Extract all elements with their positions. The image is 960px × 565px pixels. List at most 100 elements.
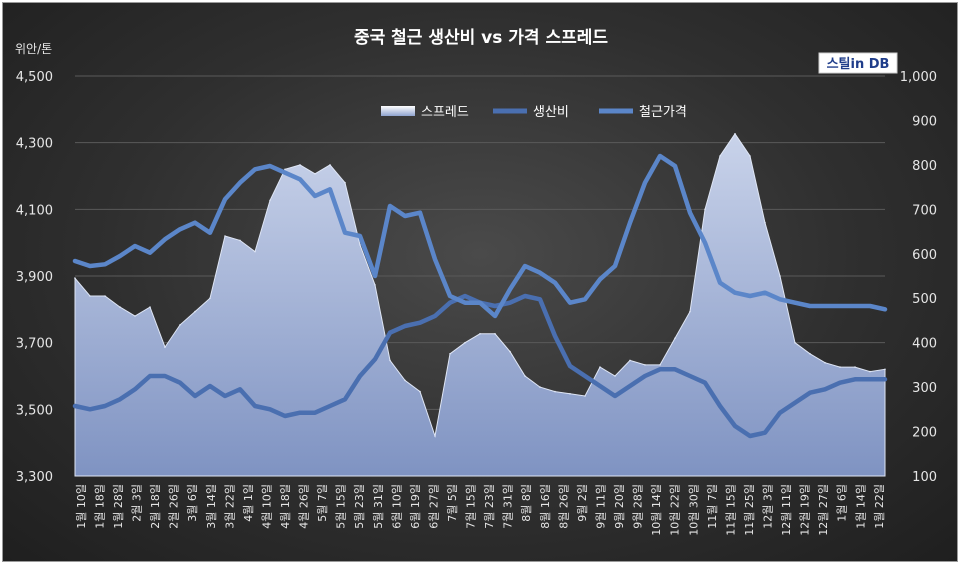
- right-tick-label: 100: [912, 470, 937, 485]
- point-price: [403, 214, 407, 218]
- point-spread: [869, 370, 871, 373]
- spread-area: [74, 132, 886, 477]
- point-spread: [149, 306, 151, 308]
- point-cost: [688, 374, 692, 378]
- x-tick-label: 11월 7일: [705, 484, 719, 529]
- x-tick-label: 7월 5일: [445, 484, 459, 522]
- point-spread: [134, 315, 136, 317]
- point-cost: [448, 301, 452, 304]
- point-spread: [434, 435, 436, 437]
- point-spread: [74, 277, 76, 280]
- left-axis-ticks: 3,300 3,500 3,700 3,900 4,100 4,300 4,500: [16, 70, 53, 485]
- point-price: [808, 304, 812, 308]
- point-price: [118, 254, 122, 258]
- point-price: [508, 288, 512, 291]
- point-cost: [853, 378, 857, 381]
- point-price: [538, 271, 542, 274]
- point-cost: [703, 381, 707, 384]
- left-tick-label: 3,900: [16, 270, 53, 285]
- point-price: [838, 304, 842, 308]
- x-tick-label: 6월 27일: [426, 484, 440, 529]
- x-tick-label: 8월 8일: [519, 484, 533, 522]
- legend-swatch-spread: [381, 106, 415, 116]
- point-cost: [133, 388, 137, 391]
- point-spread: [404, 379, 406, 382]
- right-tick-label: 200: [912, 426, 937, 441]
- right-tick-label: 800: [912, 159, 937, 174]
- point-cost: [778, 411, 782, 414]
- point-cost: [163, 374, 167, 378]
- point-price: [493, 314, 497, 318]
- point-cost: [868, 378, 872, 381]
- point-spread: [524, 375, 526, 377]
- point-price: [718, 281, 722, 284]
- legend-item-spread: 스프레드: [381, 105, 469, 120]
- x-tick-label: 4월 10일: [259, 484, 273, 529]
- point-price: [523, 264, 527, 268]
- point-cost: [208, 384, 212, 388]
- point-cost: [433, 314, 437, 318]
- spread-chart: 중국 철근 생산비 vs 가격 스프레드 위안/톤 스틸in DB 3,3003…: [15, 28, 937, 536]
- legend-item-price: 철근가격: [599, 105, 687, 120]
- point-cost: [538, 298, 542, 301]
- point-cost: [598, 384, 602, 388]
- right-tick-label: 500: [912, 292, 937, 307]
- point-cost: [223, 394, 227, 398]
- x-tick-label: 5월 23일: [352, 484, 366, 529]
- point-price: [433, 258, 437, 261]
- point-cost: [838, 381, 842, 384]
- point-price: [178, 228, 182, 231]
- point-cost: [313, 411, 317, 414]
- point-spread: [359, 244, 361, 246]
- x-tick-label: 8월 26일: [556, 484, 570, 529]
- point-price: [148, 251, 152, 254]
- point-price: [583, 298, 587, 301]
- point-cost: [883, 378, 887, 381]
- point-cost: [343, 398, 347, 401]
- x-tick-label: 4월 18일: [278, 484, 292, 529]
- point-price: [688, 211, 692, 214]
- point-price: [73, 259, 77, 263]
- left-tick-label: 3,300: [16, 470, 53, 485]
- left-tick-label: 3,500: [16, 403, 53, 418]
- point-cost: [628, 384, 632, 388]
- point-cost: [763, 431, 767, 434]
- point-cost: [88, 408, 92, 411]
- point-cost: [373, 358, 377, 361]
- point-price: [358, 234, 362, 238]
- point-cost: [358, 374, 362, 378]
- point-cost: [583, 374, 587, 378]
- x-tick-label: 12월 19일: [798, 484, 812, 536]
- x-tick-label: 1월 6일: [835, 484, 849, 522]
- x-tick-label: 7월 15일: [464, 484, 478, 529]
- point-spread: [509, 350, 511, 353]
- point-spread: [734, 133, 736, 135]
- watermark-text: 스틸in DB: [827, 57, 890, 72]
- point-cost: [118, 398, 122, 401]
- point-spread: [704, 208, 706, 211]
- watermark-logo: 스틸in DB: [818, 52, 898, 74]
- x-tick-label: 1월 22일: [872, 484, 886, 529]
- legend: 스프레드 생산비 철근가격: [381, 105, 687, 120]
- point-cost: [283, 414, 287, 418]
- x-tick-label: 10월 22일: [668, 484, 682, 536]
- point-spread: [314, 173, 316, 175]
- point-price: [553, 281, 557, 284]
- point-spread: [104, 295, 106, 297]
- point-price: [463, 301, 467, 304]
- point-spread: [89, 295, 91, 297]
- point-price: [133, 244, 137, 248]
- point-spread: [599, 366, 601, 368]
- point-price: [283, 171, 287, 174]
- point-spread: [194, 310, 196, 313]
- point-spread: [299, 164, 301, 166]
- x-tick-label: 8월 16일: [538, 484, 552, 529]
- left-axis-unit-label: 위안/톤: [15, 42, 52, 56]
- point-spread: [854, 366, 856, 368]
- point-spread: [284, 168, 286, 171]
- right-tick-label: 600: [912, 248, 937, 263]
- left-tick-label: 4,500: [16, 70, 53, 85]
- x-tick-label: 10월 14일: [649, 484, 663, 536]
- x-tick-label: 2월 18일: [148, 484, 162, 529]
